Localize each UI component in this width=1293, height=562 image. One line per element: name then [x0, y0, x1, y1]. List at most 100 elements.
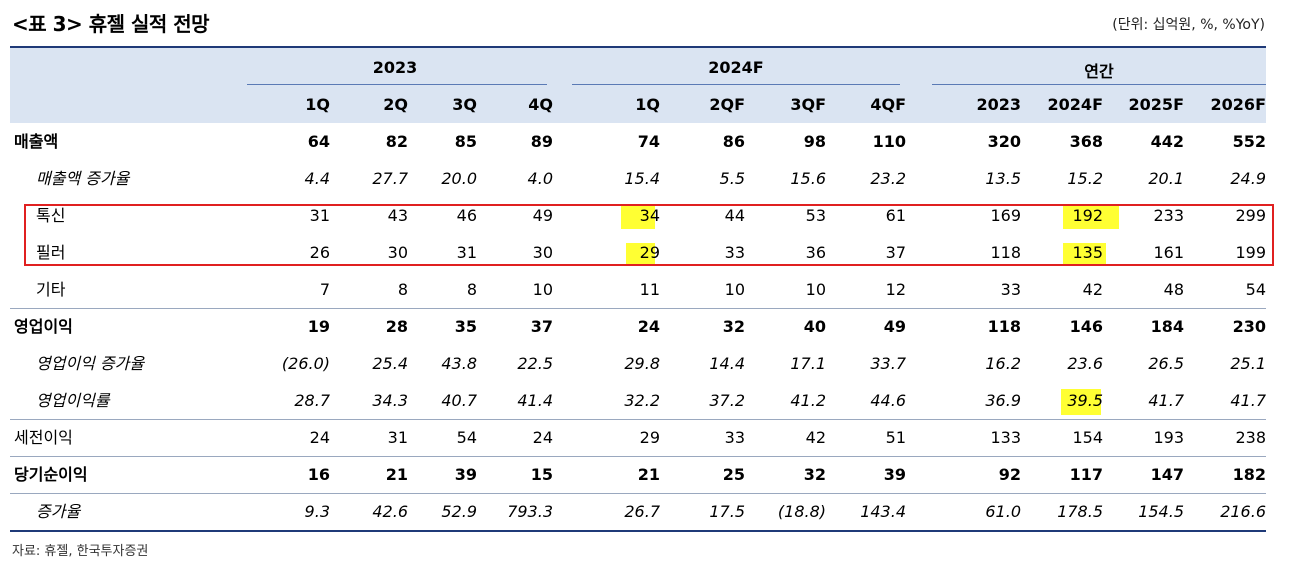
table-cell: 30: [387, 243, 408, 262]
table-cell: 20.0: [441, 169, 477, 188]
table-cell: (26.0): [281, 354, 330, 373]
table-cell: 29: [639, 428, 660, 447]
column-header: 2025F: [1128, 95, 1184, 114]
table-cell: 161: [1153, 243, 1184, 262]
table-cell: 230: [1232, 317, 1266, 336]
table-cell: 39: [454, 465, 477, 484]
row-toxin: 톡신 31 43 46 49 34 44 53 61 169 192 233 299: [10, 197, 1266, 234]
table-cell: 44.6: [870, 391, 906, 410]
column-header: 4QF: [870, 95, 906, 114]
table-cell: 35: [454, 317, 477, 336]
column-header: 3QF: [790, 95, 826, 114]
row-op-growth: 영업이익 증가율 (26.0) 25.4 43.8 22.5 29.8 14.4 17.1 33…: [10, 345, 1266, 382]
table-cell: 64: [307, 132, 330, 151]
column-header: 2Q: [383, 95, 408, 114]
table-cell: 146: [1069, 317, 1103, 336]
table-cell: 41.4: [517, 391, 553, 410]
row-label: 영업이익 증가율: [36, 354, 145, 373]
highlight-box-toxin-filler: [24, 204, 1274, 266]
row-label: 필러: [36, 243, 66, 262]
table-cell: 11: [639, 280, 660, 299]
table-cell: 9.3: [304, 502, 330, 521]
column-header: 2026F: [1210, 95, 1266, 114]
group-header-2023: 2023: [372, 58, 418, 77]
source-note: 자료: 휴젤, 한국투자증권: [12, 544, 149, 559]
table-cell: 42: [1082, 280, 1103, 299]
table-cell: 49: [532, 206, 553, 225]
table-cell: 44: [724, 206, 745, 225]
table-cell: 26: [309, 243, 330, 262]
table-cell: 199: [1235, 243, 1266, 262]
table-cell: 169: [990, 206, 1021, 225]
table-cell: 30: [532, 243, 553, 262]
highlight-toxin-2024f: [1063, 205, 1119, 229]
bottom-rule: [10, 530, 1266, 532]
table-cell: 14.4: [709, 354, 745, 373]
table-cell: 147: [1150, 465, 1184, 484]
table-cell: 23.2: [870, 169, 906, 188]
group-underline-annual: [932, 84, 1266, 85]
table-cell: 216.6: [1220, 502, 1266, 521]
table-cell: 37: [885, 243, 906, 262]
row-label: 영업이익: [14, 317, 73, 336]
table-cell: 33.7: [870, 354, 906, 373]
column-header-row: 1Q 2Q 3Q 4Q 1Q 2QF 3QF 4QF 2023 2024F 20…: [10, 86, 1266, 123]
row-revenue: 매출액 64 82 85 89 74 86 98 110 320 368 442 552: [10, 123, 1266, 160]
table-cell: 368: [1069, 132, 1103, 151]
table-cell: 61: [885, 206, 906, 225]
table-cell: 37.2: [709, 391, 745, 410]
row-separator: [10, 419, 1266, 420]
table-cell: 74: [637, 132, 660, 151]
table-cell: 13.5: [985, 169, 1021, 188]
table-cell: 82: [385, 132, 408, 151]
table-cell: 15.6: [790, 169, 826, 188]
header-background: [10, 48, 1266, 123]
table-cell: 21: [637, 465, 660, 484]
table-cell: 552: [1232, 132, 1266, 151]
row-separator: [10, 308, 1266, 309]
table-cell: 143.4: [860, 502, 906, 521]
table-cell: 793.3: [507, 502, 553, 521]
table-cell: 54: [456, 428, 477, 447]
table-cell: 33: [1000, 280, 1021, 299]
table-cell: 135: [1072, 243, 1103, 262]
table-cell: 16.2: [985, 354, 1021, 373]
table-cell: 26.5: [1148, 354, 1184, 373]
table-cell: (18.8): [777, 502, 826, 521]
table-cell: 24.9: [1230, 169, 1266, 188]
column-header: 2024F: [1047, 95, 1103, 114]
table-cell: 32.2: [624, 391, 660, 410]
table-cell: 23.6: [1067, 354, 1103, 373]
table-cell: 39.5: [1067, 391, 1103, 410]
row-label: 기타: [36, 280, 66, 299]
table-cell: 36: [805, 243, 826, 262]
table-cell: 29.8: [624, 354, 660, 373]
row-revenue-growth: 매출액 증가율 4.4 27.7 20.0 4.0 15.4 5.5 15.6 23.2 13.5…: [10, 160, 1266, 197]
table-cell: 10: [724, 280, 745, 299]
table-cell: 43.8: [441, 354, 477, 373]
row-label: 증가율: [36, 502, 81, 521]
table-cell: 15: [530, 465, 553, 484]
group-header-2024f: 2024F: [708, 58, 764, 77]
table-cell: 36.9: [985, 391, 1021, 410]
table-cell: 154.5: [1138, 502, 1184, 521]
table-cell: 46: [456, 206, 477, 225]
group-underline-2024f: [572, 84, 900, 85]
table-cell: 32: [722, 317, 745, 336]
table-cell: 98: [803, 132, 826, 151]
table-cell: 37: [530, 317, 553, 336]
table-cell: 52.9: [441, 502, 477, 521]
column-header: 1Q: [635, 95, 660, 114]
table-cell: 442: [1150, 132, 1184, 151]
unit-note: (단위: 십억원, %, %YoY): [1112, 17, 1265, 33]
row-separator: [10, 456, 1266, 457]
table-cell: 41.7: [1148, 391, 1184, 410]
table-cell: 42: [805, 428, 826, 447]
table-cell: 24: [637, 317, 660, 336]
row-pretax-profit: 세전이익 24 31 54 24 29 33 42 51 133 154 193 238: [10, 419, 1266, 456]
row-label: 영업이익률: [36, 391, 110, 410]
table-cell: 33: [724, 243, 745, 262]
highlight-toxin-1q: [621, 205, 655, 229]
group-underline-2023: [247, 84, 547, 85]
table-cell: 89: [530, 132, 553, 151]
